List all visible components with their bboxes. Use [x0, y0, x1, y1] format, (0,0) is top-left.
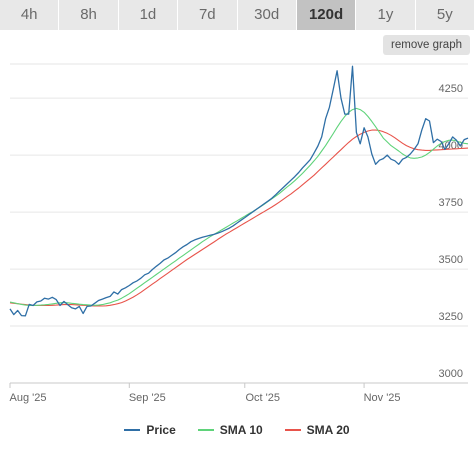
x-tick-label: Aug '25	[10, 392, 47, 404]
x-tick-label: Nov '25	[364, 392, 401, 404]
x-tick-label: Oct '25	[246, 392, 281, 404]
legend-label-sma10: SMA 10	[219, 423, 263, 437]
chart-legend: Price SMA 10 SMA 20	[0, 420, 474, 440]
legend-swatch-sma10	[197, 429, 214, 431]
tab-8h[interactable]: 8h	[59, 0, 119, 30]
legend-item-sma20[interactable]: SMA 20	[284, 423, 350, 437]
series-line-sma20	[9, 129, 469, 307]
y-tick-label: 3000	[439, 368, 463, 380]
legend-swatch-price	[124, 429, 141, 431]
tab-30d[interactable]: 30d	[237, 0, 297, 30]
series-line-sma10	[9, 107, 469, 307]
y-tick-label: 4250	[439, 83, 463, 95]
legend-label-sma20: SMA 20	[306, 423, 350, 437]
y-tick-label: 3750	[439, 197, 463, 209]
legend-swatch-sma20	[284, 429, 301, 431]
tab-1y[interactable]: 1y	[356, 0, 416, 30]
x-tick-label: Sep '25	[129, 392, 166, 404]
remove-graph-button[interactable]: remove graph	[383, 35, 470, 55]
legend-item-sma10[interactable]: SMA 10	[197, 423, 263, 437]
legend-item-price[interactable]: Price	[124, 423, 176, 437]
tab-120d[interactable]: 120d	[296, 0, 357, 30]
y-tick-label: 3500	[439, 254, 463, 266]
time-range-tabs: 4h 8h 1d 7d 30d 120d 1y 5y	[0, 0, 474, 30]
tab-1d[interactable]: 1d	[118, 0, 179, 30]
tab-7d[interactable]: 7d	[178, 0, 238, 30]
y-tick-label: 3250	[439, 311, 463, 323]
tab-4h[interactable]: 4h	[0, 0, 60, 30]
series-line-price	[9, 65, 469, 317]
legend-label-price: Price	[146, 423, 176, 437]
tab-5y[interactable]: 5y	[415, 0, 474, 30]
